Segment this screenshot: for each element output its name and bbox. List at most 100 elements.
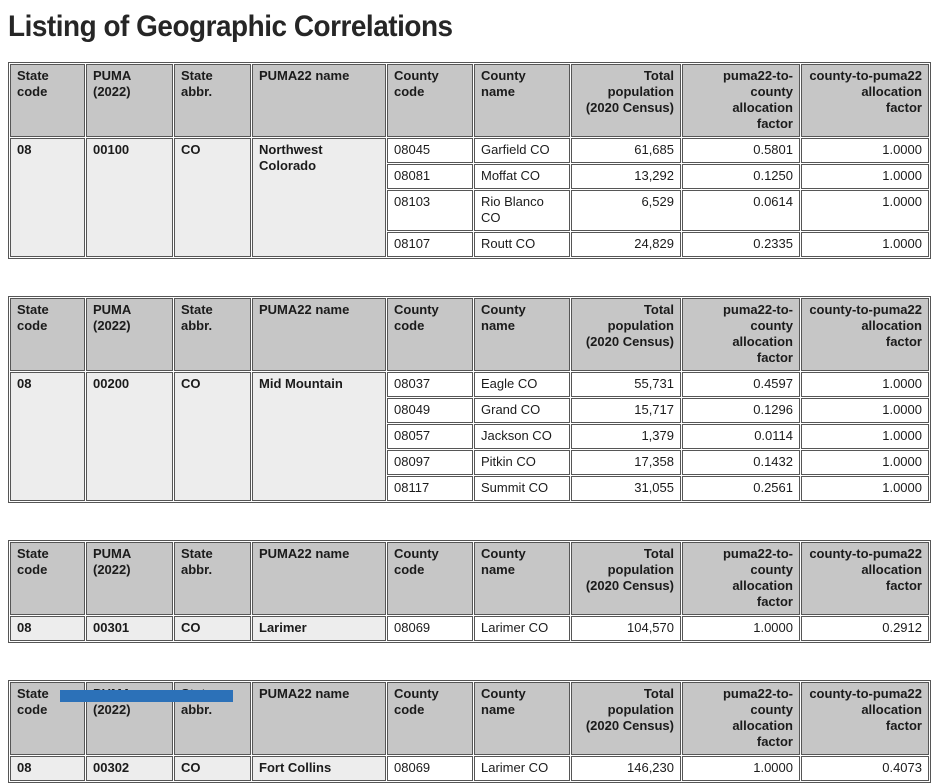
column-header: county-to-puma22 allocation factor bbox=[801, 64, 929, 137]
county-to-puma22-cell: 1.0000 bbox=[801, 398, 929, 423]
column-header: State code bbox=[10, 298, 85, 371]
column-header: Total population (2020 Census) bbox=[571, 298, 681, 371]
column-header: State code bbox=[10, 542, 85, 615]
column-header: county-to-puma22 allocation factor bbox=[801, 298, 929, 371]
total-population-cell: 104,570 bbox=[571, 616, 681, 641]
county-code-cell: 08057 bbox=[387, 424, 473, 449]
correlation-tables-container: State code PUMA (2022) State abbr. PUMA22 n… bbox=[8, 62, 934, 783]
county-name-cell: Moffat CO bbox=[474, 164, 570, 189]
county-code-cell: 08107 bbox=[387, 232, 473, 257]
county-code-cell: 08049 bbox=[387, 398, 473, 423]
column-header: County name bbox=[474, 682, 570, 755]
puma-cell: 00302 bbox=[86, 756, 173, 781]
column-header: PUMA22 name bbox=[252, 542, 386, 615]
county-to-puma22-cell: 1.0000 bbox=[801, 164, 929, 189]
county-name-cell: Jackson CO bbox=[474, 424, 570, 449]
column-header: County name bbox=[474, 542, 570, 615]
county-name-cell: Garfield CO bbox=[474, 138, 570, 163]
total-population-cell: 1,379 bbox=[571, 424, 681, 449]
table-row: 08057 Jackson CO 1,379 0.0114 1.0000 bbox=[10, 424, 929, 449]
county-to-puma22-cell: 1.0000 bbox=[801, 450, 929, 475]
county-code-cell: 08069 bbox=[387, 616, 473, 641]
partial-blue-element bbox=[60, 690, 233, 702]
column-header: County code bbox=[387, 64, 473, 137]
puma22-to-county-cell: 0.4597 bbox=[682, 372, 800, 397]
column-header: PUMA22 name bbox=[252, 298, 386, 371]
state-abbr-cell: CO bbox=[174, 138, 251, 257]
column-header: puma22-to-county allocation factor bbox=[682, 64, 800, 137]
county-code-cell: 08069 bbox=[387, 756, 473, 781]
page-title: Listing of Geographic Correlations bbox=[8, 10, 453, 43]
table-row: 08 00302 CO Fort Collins 08069 Larimer CO 146,… bbox=[10, 756, 929, 781]
table-row: 08 00100 CO Northwest Colorado 08045 Garfield… bbox=[10, 138, 929, 257]
county-to-puma22-cell: 1.0000 bbox=[801, 232, 929, 257]
table-row: 08103 Rio Blanco CO 6,529 0.0614 1.0000 bbox=[10, 190, 929, 231]
state-abbr-cell: CO bbox=[174, 372, 251, 501]
column-header: Total population (2020 Census) bbox=[571, 64, 681, 137]
table-row: 08107 Routt CO 24,829 0.2335 1.0000 bbox=[10, 232, 929, 257]
puma22-to-county-cell: 0.1432 bbox=[682, 450, 800, 475]
total-population-cell: 15,717 bbox=[571, 398, 681, 423]
puma22-name-cell: Fort Collins bbox=[252, 756, 386, 781]
column-header: State abbr. bbox=[174, 64, 251, 137]
county-name-cell: Eagle CO bbox=[474, 372, 570, 397]
county-code-cell: 08117 bbox=[387, 476, 473, 501]
county-code-cell: 08045 bbox=[387, 138, 473, 163]
column-header: puma22-to-county allocation factor bbox=[682, 682, 800, 755]
column-header: County name bbox=[474, 64, 570, 137]
column-header: County code bbox=[387, 298, 473, 371]
state-abbr-cell: CO bbox=[174, 616, 251, 641]
county-name-cell: Routt CO bbox=[474, 232, 570, 257]
column-header: County code bbox=[387, 542, 473, 615]
table-row: 08097 Pitkin CO 17,358 0.1432 1.0000 bbox=[10, 450, 929, 475]
column-header: county-to-puma22 allocation factor bbox=[801, 542, 929, 615]
puma22-to-county-cell: 1.0000 bbox=[682, 756, 800, 781]
column-header: puma22-to-county allocation factor bbox=[682, 542, 800, 615]
county-to-puma22-cell: 1.0000 bbox=[801, 190, 929, 231]
puma-cell: 00200 bbox=[86, 372, 173, 501]
county-code-cell: 08103 bbox=[387, 190, 473, 231]
state-code-cell: 08 bbox=[10, 372, 85, 501]
column-header: county-to-puma22 allocation factor bbox=[801, 682, 929, 755]
county-to-puma22-cell: 0.4073 bbox=[801, 756, 929, 781]
table-row: 08 00200 CO Mid Mountain 08037 Eagle CO 55,731… bbox=[10, 372, 929, 501]
county-to-puma22-cell: 1.0000 bbox=[801, 372, 929, 397]
column-header: PUMA22 name bbox=[252, 64, 386, 137]
column-header: PUMA (2022) bbox=[86, 542, 173, 615]
table-row: 08117 Summit CO 31,055 0.2561 1.0000 bbox=[10, 476, 929, 501]
total-population-cell: 24,829 bbox=[571, 232, 681, 257]
county-to-puma22-cell: 1.0000 bbox=[801, 424, 929, 449]
county-code-cell: 08081 bbox=[387, 164, 473, 189]
county-to-puma22-cell: 1.0000 bbox=[801, 138, 929, 163]
total-population-cell: 55,731 bbox=[571, 372, 681, 397]
puma22-name-cell: Northwest Colorado bbox=[252, 138, 386, 257]
total-population-cell: 61,685 bbox=[571, 138, 681, 163]
county-to-puma22-cell: 1.0000 bbox=[801, 476, 929, 501]
column-header: puma22-to-county allocation factor bbox=[682, 298, 800, 371]
column-header: State code bbox=[10, 64, 85, 137]
puma-cell: 00301 bbox=[86, 616, 173, 641]
puma22-to-county-cell: 1.0000 bbox=[682, 616, 800, 641]
column-header: County code bbox=[387, 682, 473, 755]
table-row: 08081 Moffat CO 13,292 0.1250 1.0000 bbox=[10, 164, 929, 189]
column-header: State abbr. bbox=[174, 298, 251, 371]
state-code-cell: 08 bbox=[10, 616, 85, 641]
total-population-cell: 13,292 bbox=[571, 164, 681, 189]
table-row: 08049 Grand CO 15,717 0.1296 1.0000 bbox=[10, 398, 929, 423]
county-to-puma22-cell: 0.2912 bbox=[801, 616, 929, 641]
column-header: Total population (2020 Census) bbox=[571, 542, 681, 615]
county-name-cell: Pitkin CO bbox=[474, 450, 570, 475]
puma22-to-county-cell: 0.0614 bbox=[682, 190, 800, 231]
column-header: PUMA (2022) bbox=[86, 64, 173, 137]
total-population-cell: 146,230 bbox=[571, 756, 681, 781]
state-code-cell: 08 bbox=[10, 756, 85, 781]
county-name-cell: Rio Blanco CO bbox=[474, 190, 570, 231]
county-code-cell: 08097 bbox=[387, 450, 473, 475]
